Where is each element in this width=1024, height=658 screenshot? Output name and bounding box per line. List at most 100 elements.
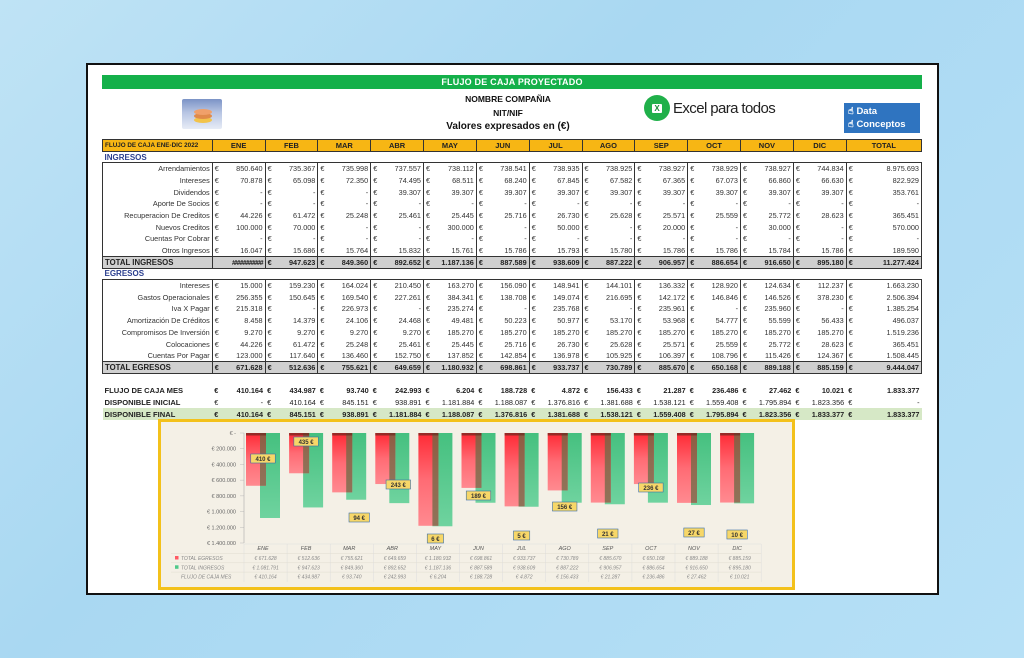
total-value[interactable]: 889.188 bbox=[750, 361, 794, 374]
cell-value[interactable]: 15.784 bbox=[768, 245, 791, 255]
summary-value[interactable]: 410.164 bbox=[222, 408, 266, 420]
summary-value[interactable]: 188.728 bbox=[500, 386, 528, 396]
cell-value[interactable]: 235.960 bbox=[764, 304, 791, 314]
cell-value[interactable]: - bbox=[260, 187, 263, 197]
cell-value[interactable]: 68.511 bbox=[452, 175, 474, 185]
total-value[interactable]: 849.360 bbox=[328, 255, 371, 269]
cell-value[interactable]: 30.000 bbox=[768, 222, 791, 232]
cell-value[interactable]: 142.172 bbox=[658, 292, 686, 302]
cell-value[interactable]: 15.780 bbox=[610, 245, 633, 255]
row-total[interactable]: 496.037 bbox=[856, 314, 923, 327]
cell-value[interactable]: 25.445 bbox=[451, 339, 474, 349]
cell-value[interactable]: 39.307 bbox=[451, 187, 474, 197]
cell-value[interactable]: 235.768 bbox=[553, 304, 580, 314]
month-header-abr[interactable]: ABR bbox=[370, 139, 424, 152]
cell-value[interactable]: - bbox=[471, 199, 474, 209]
row-total[interactable]: 189.590 bbox=[856, 244, 923, 257]
summary-total[interactable]: 1.833.377 bbox=[887, 386, 920, 396]
cell-value[interactable]: 738.112 bbox=[433, 162, 477, 175]
cell-value[interactable]: 136.978 bbox=[553, 350, 580, 360]
cell-value[interactable]: 39.307 bbox=[504, 187, 527, 197]
cell-value[interactable]: 61.472 bbox=[293, 339, 316, 349]
summary-value[interactable]: - bbox=[260, 397, 264, 407]
cell-value[interactable]: 738.927 bbox=[645, 162, 688, 175]
cell-value[interactable]: 70.878 bbox=[240, 175, 263, 185]
summary-value[interactable]: 1.538.121 bbox=[653, 397, 686, 407]
summary-value[interactable]: 1.188.087 bbox=[433, 408, 477, 420]
cell-value[interactable]: - bbox=[312, 199, 316, 209]
cell-value[interactable]: - bbox=[577, 199, 580, 209]
cell-value[interactable]: 67.365 bbox=[662, 175, 686, 185]
cell-value[interactable]: 108.796 bbox=[711, 350, 738, 360]
cell-value[interactable]: 14.379 bbox=[293, 316, 316, 326]
cell-value[interactable]: 15.786 bbox=[662, 245, 686, 255]
summary-value[interactable]: 1.559.408 bbox=[706, 397, 739, 407]
cell-value[interactable]: 136.460 bbox=[341, 350, 369, 360]
cell-value[interactable]: 49.481 bbox=[451, 316, 474, 326]
cell-value[interactable]: 227.261 bbox=[394, 292, 421, 302]
summary-value[interactable]: 845.151 bbox=[275, 408, 318, 420]
summary-value[interactable]: 1.559.408 bbox=[645, 408, 688, 420]
cell-value[interactable]: - bbox=[524, 234, 527, 244]
cell-value[interactable]: 15.686 bbox=[293, 245, 316, 255]
cell-value[interactable]: 15.761 bbox=[451, 245, 474, 255]
total-value[interactable]: 906.957 bbox=[645, 255, 688, 269]
cell-value[interactable]: 9.270 bbox=[402, 327, 421, 337]
cell-value[interactable]: 185.270 bbox=[764, 327, 791, 337]
cell-value[interactable]: 164.024 bbox=[328, 279, 371, 292]
summary-value[interactable]: 938.891 bbox=[395, 397, 422, 407]
cell-value[interactable]: 67.582 bbox=[610, 175, 633, 185]
cell-value[interactable]: 117.640 bbox=[289, 350, 316, 360]
cell-value[interactable]: 100.000 bbox=[236, 222, 263, 232]
summary-value[interactable]: 6.204 bbox=[456, 386, 475, 396]
cell-value[interactable]: 300.000 bbox=[447, 222, 474, 232]
total-value[interactable]: ########## bbox=[222, 255, 266, 269]
summary-value[interactable]: 21.287 bbox=[663, 386, 686, 396]
summary-value[interactable]: 156.433 bbox=[606, 386, 633, 396]
total-value[interactable]: 892.652 bbox=[380, 255, 424, 269]
cell-value[interactable]: 61.472 bbox=[293, 210, 316, 220]
summary-value[interactable]: 410.164 bbox=[236, 386, 264, 396]
total-value[interactable]: 698.861 bbox=[486, 361, 530, 374]
cell-value[interactable]: - bbox=[841, 304, 844, 314]
cell-value[interactable]: 25.772 bbox=[768, 210, 791, 220]
cell-value[interactable]: 28.623 bbox=[821, 339, 844, 349]
cell-value[interactable]: - bbox=[260, 199, 263, 209]
cell-value[interactable]: - bbox=[418, 222, 421, 232]
total-value[interactable]: 947.623 bbox=[275, 255, 318, 269]
summary-value[interactable]: 1.376.816 bbox=[547, 397, 581, 407]
total-value[interactable]: 933.737 bbox=[539, 361, 583, 374]
cell-value[interactable]: - bbox=[524, 199, 527, 209]
cell-value[interactable]: 226.973 bbox=[341, 304, 369, 314]
total-value[interactable]: 885.159 bbox=[803, 361, 847, 374]
row-total[interactable]: 365.451 bbox=[856, 209, 923, 222]
grand-total[interactable]: 9.444.047 bbox=[856, 361, 923, 374]
cell-value[interactable]: 53.170 bbox=[610, 316, 633, 326]
cell-value[interactable]: 185.270 bbox=[500, 327, 527, 337]
cell-value[interactable]: 738.929 bbox=[697, 162, 741, 175]
total-value[interactable]: 730.789 bbox=[592, 361, 635, 374]
cell-value[interactable]: - bbox=[365, 222, 369, 232]
summary-total[interactable]: 1.833.377 bbox=[856, 408, 922, 420]
cell-value[interactable]: 44.226 bbox=[240, 339, 263, 349]
cell-value[interactable]: 24.106 bbox=[345, 316, 369, 326]
summary-value[interactable]: 4.872 bbox=[561, 386, 581, 396]
cell-value[interactable]: 215.318 bbox=[236, 304, 263, 314]
cell-value[interactable]: 115.426 bbox=[765, 350, 791, 360]
cell-value[interactable]: 735.998 bbox=[328, 162, 371, 175]
total-value[interactable]: 649.659 bbox=[380, 361, 424, 374]
cell-value[interactable]: 738.935 bbox=[539, 162, 583, 175]
cell-value[interactable]: - bbox=[260, 234, 263, 244]
cell-value[interactable]: 67.845 bbox=[557, 175, 580, 185]
total-value[interactable]: 1.180.932 bbox=[433, 361, 477, 374]
cell-value[interactable]: - bbox=[735, 199, 738, 209]
cell-value[interactable]: 737.557 bbox=[380, 162, 424, 175]
cell-value[interactable]: 25.248 bbox=[345, 210, 369, 220]
cell-value[interactable]: - bbox=[841, 234, 844, 244]
cell-value[interactable]: - bbox=[524, 222, 527, 232]
cell-value[interactable]: 142.854 bbox=[500, 350, 527, 360]
cell-value[interactable]: 67.073 bbox=[715, 175, 738, 185]
cell-value[interactable]: 15.832 bbox=[398, 245, 421, 255]
summary-total[interactable]: - bbox=[917, 397, 920, 407]
cell-value[interactable]: 25.628 bbox=[610, 210, 633, 220]
